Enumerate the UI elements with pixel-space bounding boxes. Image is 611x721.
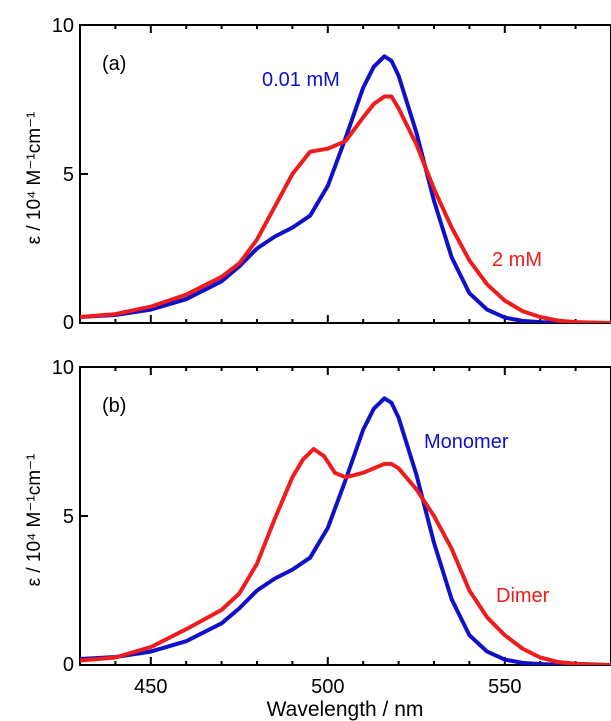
y-tick-label: 0: [63, 312, 74, 334]
panel-a: 0 5 10 (a) ε / 10⁴ M⁻¹cm⁻¹ 0.01 mM 2 mM: [24, 15, 611, 334]
y-ticks: 0 5 10: [52, 357, 88, 676]
plot-frame: [79, 24, 611, 324]
y-axis-label: ε / 10⁴ M⁻¹cm⁻¹: [24, 112, 45, 245]
series-group: [80, 54, 611, 323]
x-tick-label: 500: [311, 676, 344, 698]
y-tick-label: 10: [52, 357, 74, 379]
y-tick-label: 5: [63, 506, 74, 528]
y-tick-label: 5: [63, 164, 74, 186]
panel-label: (a): [102, 53, 126, 75]
series-line-0-01-mm: [80, 54, 611, 323]
series-group: [80, 396, 611, 665]
series-line-2-mm: [80, 94, 611, 323]
y-tick-label: 10: [52, 15, 74, 37]
series-line-dimer: [80, 447, 611, 665]
x-ticks: 450 500 550: [79, 367, 611, 698]
series-label-0-01-mm: 0.01 mM: [262, 69, 340, 91]
y-tick-label: 0: [63, 654, 74, 676]
panel-b: 0 5 10 450 500 550 (b) ε / 10⁴ M⁻¹cm⁻¹ Monom…: [24, 357, 611, 721]
y-axis-label: ε / 10⁴ M⁻¹cm⁻¹: [24, 454, 45, 587]
series-label-monomer: Monomer: [424, 431, 509, 453]
x-tick-label: 550: [488, 676, 521, 698]
series-line-monomer: [80, 396, 611, 665]
x-axis-label: Wavelength / nm: [267, 698, 424, 721]
plot-frame: [79, 366, 611, 666]
series-label-dimer: Dimer: [496, 585, 550, 607]
y-ticks: 0 5 10: [52, 15, 88, 334]
series-label-2-mm: 2 mM: [492, 249, 542, 271]
x-tick-label: 450: [134, 676, 167, 698]
x-ticks: [79, 25, 611, 323]
panel-label: (b): [102, 395, 126, 417]
